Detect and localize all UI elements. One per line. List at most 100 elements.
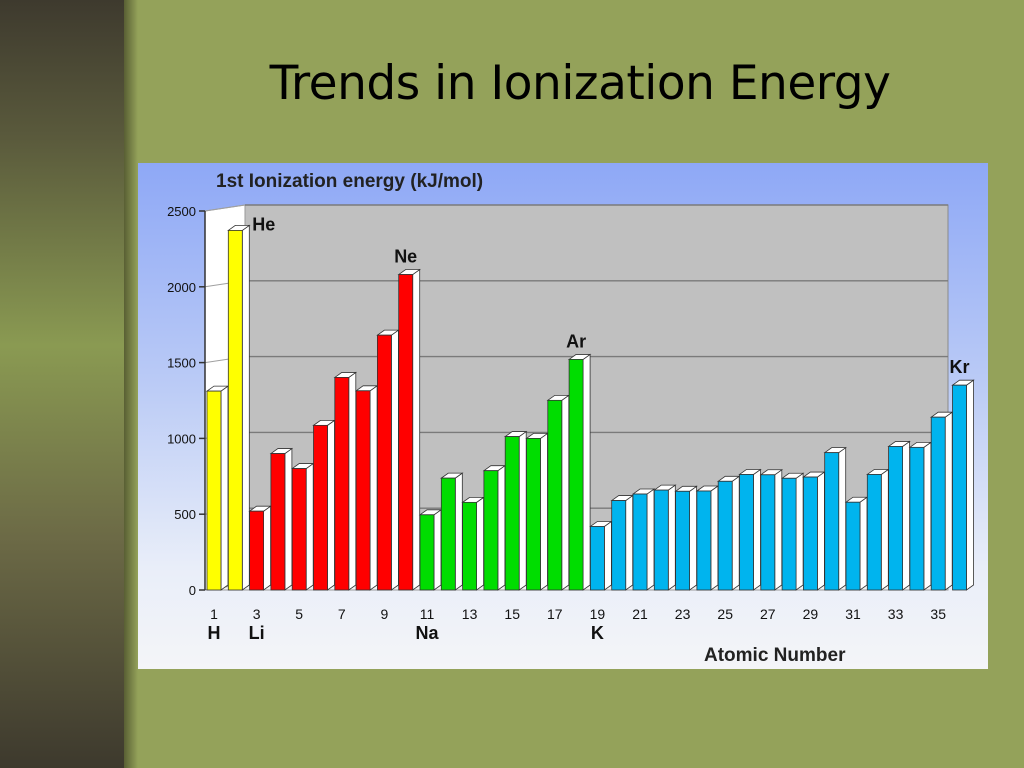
bar-side-z4 — [284, 447, 293, 591]
x-tick-label: 17 — [547, 606, 563, 622]
bar-side-z18 — [582, 353, 591, 591]
bar-z25 — [717, 480, 733, 591]
bar-side-z22 — [667, 484, 676, 591]
y-tick-label: 2000 — [167, 280, 196, 295]
bar-side-z21 — [646, 488, 655, 591]
x-tick-label: 33 — [888, 606, 904, 622]
bar-z21 — [632, 493, 648, 591]
chart-title: 1st Ionization energy (kJ/mol) — [216, 171, 483, 192]
y-tick-label: 500 — [174, 507, 196, 522]
chart-panel: 1st Ionization energy (kJ/mol) 0 500 1000 1… — [138, 163, 988, 669]
element-label-ne: Ne — [394, 247, 417, 267]
bar-z17 — [547, 399, 563, 591]
bar-z16 — [526, 437, 541, 591]
bar-z22 — [653, 489, 669, 591]
bar-side-z31 — [859, 496, 868, 591]
x-tick-label: 1 — [210, 606, 218, 622]
y-tick-label: 2500 — [167, 204, 196, 219]
bar-z26 — [739, 474, 754, 591]
x-tick-label: 5 — [295, 606, 303, 622]
bar-z11 — [419, 514, 435, 591]
bar-side-z2 — [241, 224, 250, 591]
y-tick-label: 1500 — [167, 356, 196, 371]
bar-z13 — [462, 501, 478, 591]
bar-side-z29 — [817, 471, 825, 591]
element-label-kr: Kr — [949, 357, 969, 377]
bar-side-z10 — [412, 268, 421, 591]
bar-z14 — [483, 470, 499, 591]
bar-side-z24 — [710, 485, 719, 591]
slide-title: Trends in Ionization Energy — [269, 56, 891, 111]
bar-side-z11 — [433, 509, 442, 591]
ionization-energy-chart: 1st Ionization energy (kJ/mol) 0 500 1000 1… — [167, 171, 975, 666]
bar-side-z6 — [327, 419, 335, 591]
bar-layer — [205, 224, 975, 591]
bar-side-z23 — [689, 485, 697, 591]
bar-z4 — [270, 453, 286, 591]
bar-z30 — [824, 452, 840, 591]
x-tick-label: 13 — [462, 606, 478, 622]
bar-side-z1 — [220, 385, 229, 591]
bar-z23 — [675, 490, 690, 591]
element-label-ar: Ar — [566, 331, 586, 351]
x-tick-label: 19 — [590, 606, 606, 622]
bar-z28 — [781, 477, 797, 591]
side-decoration-bar — [0, 0, 124, 768]
bar-z3 — [249, 510, 264, 591]
x-tick-label: 29 — [803, 606, 819, 622]
bar-z2 — [227, 230, 243, 591]
y-tick-label: 0 — [189, 583, 196, 598]
axis-layer: 0 500 1000 1500 2000 2500 — [167, 204, 206, 598]
element-label-k: K — [591, 623, 604, 643]
bar-z24 — [696, 490, 712, 591]
bar-z34 — [909, 446, 925, 591]
bar-side-z36 — [966, 379, 974, 591]
bar-side-z26 — [753, 468, 761, 591]
bar-side-z15 — [518, 430, 527, 591]
gridline-depth — [204, 204, 246, 212]
bar-z18 — [568, 359, 584, 591]
bar-z33 — [888, 446, 903, 591]
bar-side-z32 — [880, 468, 889, 591]
x-tick-label: 25 — [717, 606, 733, 622]
bar-side-z27 — [774, 469, 783, 591]
x-tick-label: 31 — [845, 606, 861, 622]
bar-side-z25 — [731, 475, 740, 591]
bar-z27 — [760, 474, 776, 591]
bar-side-z7 — [348, 371, 357, 591]
x-tick-label: 7 — [338, 606, 346, 622]
x-tick-label: 21 — [632, 606, 648, 622]
bar-side-z8 — [369, 385, 378, 591]
x-tick-label: 11 — [420, 606, 435, 622]
bar-side-z3 — [263, 505, 272, 591]
bar-side-z19 — [603, 520, 612, 591]
bar-side-z35 — [944, 411, 953, 591]
bar-z8 — [355, 390, 371, 591]
x-tick-label: 35 — [930, 606, 946, 622]
element-label-he: He — [252, 214, 275, 234]
bar-side-z12 — [454, 472, 463, 591]
bar-z19 — [589, 526, 605, 591]
x-tick-label: 23 — [675, 606, 691, 622]
bar-side-z28 — [795, 472, 804, 591]
x-tick-label: 9 — [381, 606, 389, 622]
y-tick-label: 1000 — [167, 431, 196, 446]
bar-z36 — [952, 384, 967, 591]
element-label-na: Na — [415, 623, 439, 643]
side-shadow — [124, 0, 138, 768]
bar-side-z16 — [540, 432, 548, 591]
label-layer: 1 3 5 7 9 11 13 15 17 19 21 23 25 27 29 31 33 35H Li Na KHeN… — [208, 214, 970, 643]
bar-z31 — [845, 501, 861, 591]
bar-z35 — [930, 416, 946, 591]
bar-side-z9 — [390, 329, 399, 591]
bar-z7 — [334, 377, 350, 591]
bar-z32 — [866, 474, 882, 591]
bar-z9 — [376, 334, 392, 591]
element-label-li: Li — [249, 623, 265, 643]
bar-z6 — [313, 424, 328, 591]
bar-side-z20 — [625, 494, 634, 591]
bar-side-z30 — [838, 446, 847, 591]
x-tick-label: 27 — [760, 606, 776, 622]
bar-z5 — [291, 468, 307, 591]
bar-side-z14 — [497, 464, 506, 591]
